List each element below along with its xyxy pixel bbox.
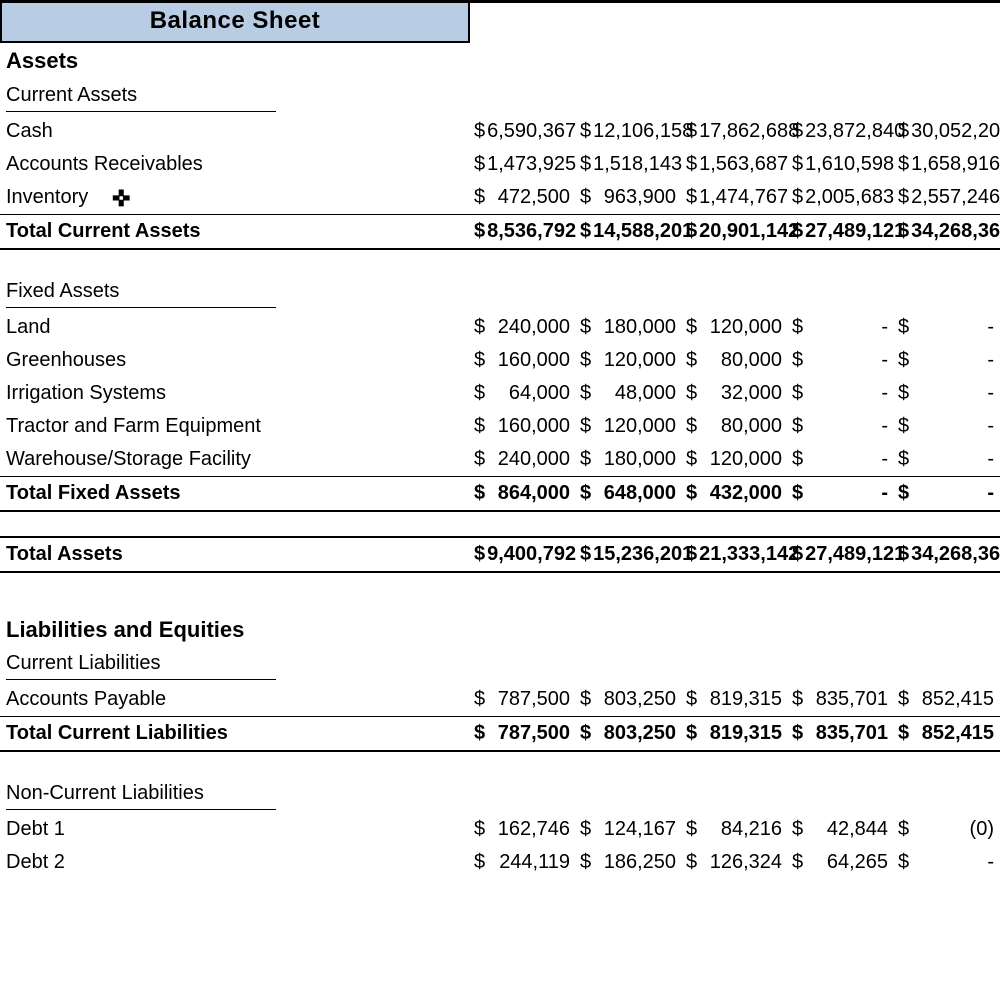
value-cell: $120,000 (682, 311, 788, 344)
value-cell: $120,000 (682, 443, 788, 477)
row-label: Total Current Assets (0, 214, 470, 249)
row-label: Warehouse/Storage Facility (0, 443, 470, 477)
value-cell: $12,106,158 (576, 115, 682, 148)
value-cell: $240,000 (470, 443, 576, 477)
row-label: Accounts Payable (0, 683, 470, 717)
value-cell: $2,005,683 (788, 181, 894, 215)
section-heading: Assets (0, 43, 470, 79)
row-label: Total Assets (0, 537, 470, 572)
value-cell: $8,536,792 (470, 214, 576, 249)
value-cell: $6,590,367 (470, 115, 576, 148)
value-cell: $- (788, 410, 894, 443)
value-cell: $- (788, 311, 894, 344)
value-cell: $64,000 (470, 377, 576, 410)
value-cell: $20,901,142 (682, 214, 788, 249)
value-cell: $14,588,201 (576, 214, 682, 249)
value-cell: $- (894, 344, 1000, 377)
section-heading: Liabilities and Equities (0, 612, 470, 648)
row-label: Cash (0, 115, 470, 148)
value-cell: $120,000 (576, 410, 682, 443)
value-cell: $120,000 (576, 344, 682, 377)
value-cell: $1,518,143 (576, 148, 682, 181)
value-cell: $- (894, 476, 1000, 511)
balance-sheet: Balance Sheet AssetsCurrent Assets Cash … (0, 0, 1000, 905)
value-cell: $17,862,688 (682, 115, 788, 148)
balance-sheet-table: AssetsCurrent Assets Cash $6,590,367$12,… (0, 43, 1000, 905)
value-cell: $244,119 (470, 846, 576, 879)
value-cell: $48,000 (576, 377, 682, 410)
value-cell: $1,610,598 (788, 148, 894, 181)
value-cell: $803,250 (576, 717, 682, 752)
row-label: Total Fixed Assets (0, 476, 470, 511)
value-cell: $835,701 (788, 717, 894, 752)
row-label: Inventory (0, 181, 470, 215)
value-cell: $- (894, 443, 1000, 477)
value-cell: $819,315 (682, 683, 788, 717)
value-cell: $- (894, 410, 1000, 443)
value-cell: $27,489,121 (788, 214, 894, 249)
value-cell: $34,268,368 (894, 537, 1000, 572)
value-cell: $160,000 (470, 410, 576, 443)
value-cell: $1,473,925 (470, 148, 576, 181)
row-label: Current Liabilities (0, 647, 470, 683)
value-cell: $- (894, 311, 1000, 344)
value-cell: $186,250 (576, 846, 682, 879)
value-cell: $30,052,206 (894, 115, 1000, 148)
value-cell: $80,000 (682, 410, 788, 443)
value-cell: $1,658,916 (894, 148, 1000, 181)
value-cell: $472,500 (470, 181, 576, 215)
row-label: Tractor and Farm Equipment (0, 410, 470, 443)
sheet-title: Balance Sheet (0, 3, 470, 43)
value-cell: $- (894, 846, 1000, 879)
value-cell: $852,415 (894, 717, 1000, 752)
value-cell: $852,415 (894, 683, 1000, 717)
value-cell: $32,000 (682, 377, 788, 410)
value-cell: $21,333,142 (682, 537, 788, 572)
value-cell: $1,563,687 (682, 148, 788, 181)
row-label: Accounts Receivables (0, 148, 470, 181)
value-cell: $835,701 (788, 683, 894, 717)
value-cell: $648,000 (576, 476, 682, 511)
value-cell: $160,000 (470, 344, 576, 377)
row-label: Greenhouses (0, 344, 470, 377)
value-cell: $- (788, 476, 894, 511)
row-label: Debt 1 (0, 813, 470, 846)
value-cell: $15,236,201 (576, 537, 682, 572)
value-cell: $126,324 (682, 846, 788, 879)
value-cell: $432,000 (682, 476, 788, 511)
value-cell: $(0) (894, 813, 1000, 846)
value-cell: $- (788, 377, 894, 410)
value-cell: $23,872,840 (788, 115, 894, 148)
value-cell: $819,315 (682, 717, 788, 752)
value-cell: $162,746 (470, 813, 576, 846)
row-label: Land (0, 311, 470, 344)
value-cell: $1,474,767 (682, 181, 788, 215)
value-cell: $80,000 (682, 344, 788, 377)
value-cell: $42,844 (788, 813, 894, 846)
value-cell: $787,500 (470, 717, 576, 752)
value-cell: $9,400,792 (470, 537, 576, 572)
value-cell: $124,167 (576, 813, 682, 846)
value-cell: $864,000 (470, 476, 576, 511)
value-cell: $34,268,368 (894, 214, 1000, 249)
value-cell: $2,557,246 (894, 181, 1000, 215)
row-label: Debt 2 (0, 846, 470, 879)
value-cell: $240,000 (470, 311, 576, 344)
value-cell: $- (894, 377, 1000, 410)
value-cell: $64,265 (788, 846, 894, 879)
value-cell: $180,000 (576, 311, 682, 344)
value-cell: $- (788, 443, 894, 477)
value-cell: $84,216 (682, 813, 788, 846)
value-cell: $180,000 (576, 443, 682, 477)
value-cell: $- (788, 344, 894, 377)
value-cell: $787,500 (470, 683, 576, 717)
row-label: Irrigation Systems (0, 377, 470, 410)
value-cell: $27,489,121 (788, 537, 894, 572)
row-label: Fixed Assets (0, 275, 470, 311)
row-label: Current Assets (0, 79, 470, 115)
row-label: Non-Current Liabilities (0, 777, 470, 813)
value-cell: $803,250 (576, 683, 682, 717)
row-label: Total Current Liabilities (0, 717, 470, 752)
value-cell: $963,900 (576, 181, 682, 215)
